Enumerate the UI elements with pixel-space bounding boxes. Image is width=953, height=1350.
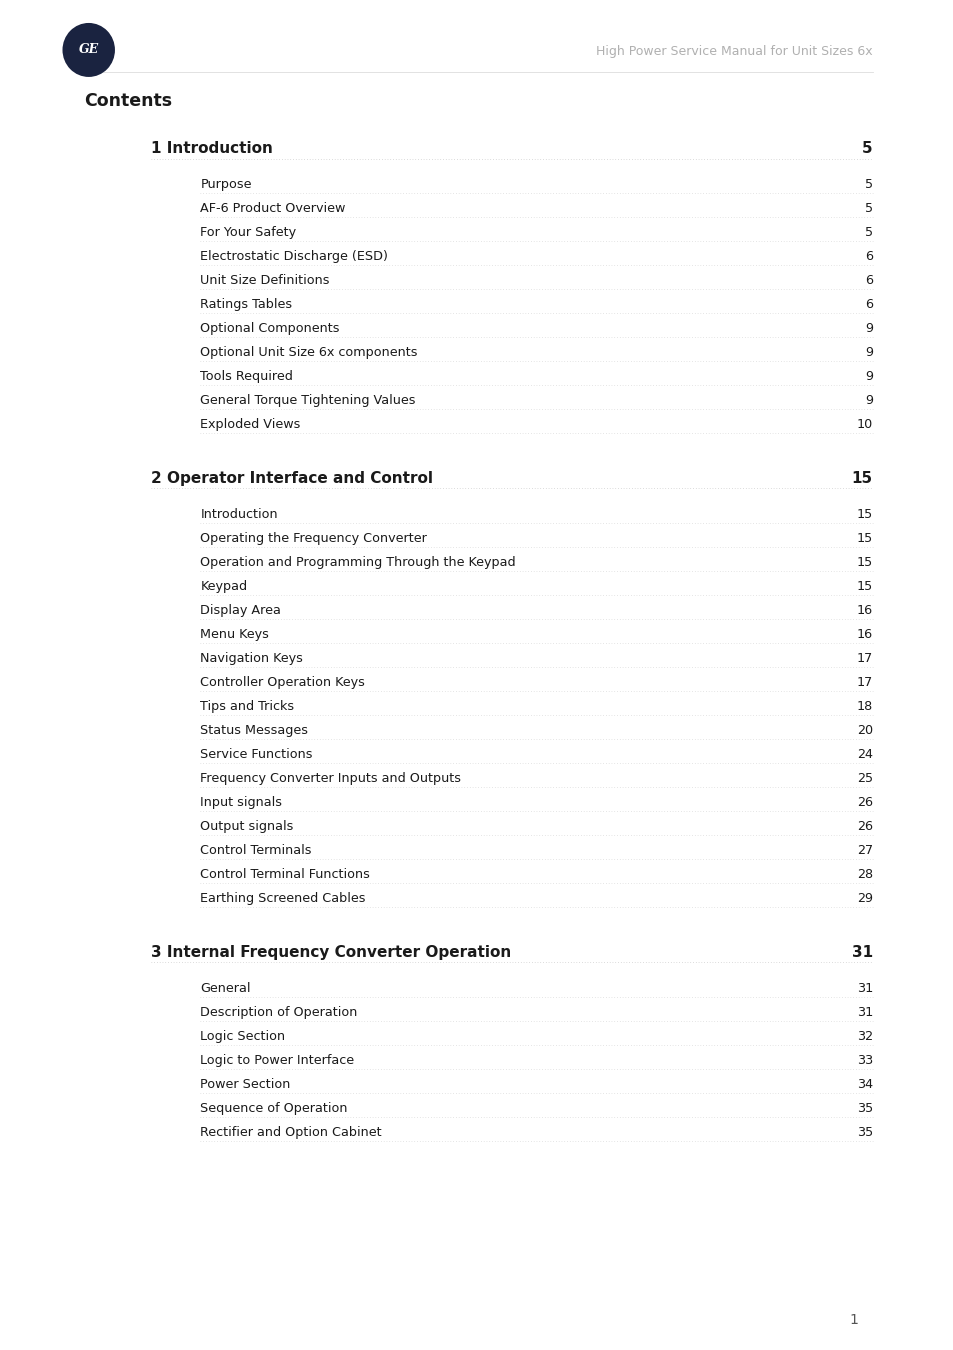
Text: 17: 17 [856, 652, 872, 664]
Text: Power Section: Power Section [200, 1077, 291, 1091]
Text: 1: 1 [848, 1314, 858, 1327]
Text: 25: 25 [856, 772, 872, 784]
Text: 9: 9 [864, 370, 872, 383]
Text: Optional Unit Size 6x components: Optional Unit Size 6x components [200, 346, 417, 359]
Text: 32: 32 [856, 1030, 872, 1042]
Text: General: General [200, 981, 251, 995]
Text: 26: 26 [856, 796, 872, 809]
Text: 5: 5 [863, 225, 872, 239]
Text: Optional Components: Optional Components [200, 321, 339, 335]
Text: Contents: Contents [84, 92, 172, 111]
Text: Controller Operation Keys: Controller Operation Keys [200, 676, 365, 688]
Text: Description of Operation: Description of Operation [200, 1006, 357, 1019]
Text: Exploded Views: Exploded Views [200, 418, 300, 431]
Text: 1 Introduction: 1 Introduction [151, 140, 273, 157]
Text: Display Area: Display Area [200, 603, 281, 617]
Text: Operation and Programming Through the Keypad: Operation and Programming Through the Ke… [200, 556, 516, 568]
Text: 31: 31 [856, 1006, 872, 1019]
Text: 6: 6 [864, 250, 872, 263]
Text: 29: 29 [856, 892, 872, 904]
Text: Sequence of Operation: Sequence of Operation [200, 1102, 348, 1115]
Text: 15: 15 [856, 579, 872, 593]
Text: Frequency Converter Inputs and Outputs: Frequency Converter Inputs and Outputs [200, 772, 461, 784]
Text: Operating the Frequency Converter: Operating the Frequency Converter [200, 532, 427, 544]
Text: 15: 15 [856, 508, 872, 521]
Text: Earthing Screened Cables: Earthing Screened Cables [200, 892, 365, 904]
Text: Tips and Tricks: Tips and Tricks [200, 699, 294, 713]
Text: 15: 15 [851, 471, 872, 486]
Text: 33: 33 [856, 1053, 872, 1066]
Text: 35: 35 [856, 1102, 872, 1115]
Text: 20: 20 [856, 724, 872, 737]
Text: 5: 5 [863, 178, 872, 190]
Text: 26: 26 [856, 819, 872, 833]
Text: 6: 6 [864, 274, 872, 288]
Text: 35: 35 [856, 1126, 872, 1139]
Text: 15: 15 [856, 532, 872, 544]
Text: 10: 10 [856, 418, 872, 431]
Text: 5: 5 [863, 201, 872, 215]
Text: 18: 18 [856, 699, 872, 713]
Text: Ratings Tables: Ratings Tables [200, 298, 293, 311]
Text: Control Terminal Functions: Control Terminal Functions [200, 868, 370, 882]
Text: 3 Internal Frequency Converter Operation: 3 Internal Frequency Converter Operation [151, 945, 511, 960]
Text: Rectifier and Option Cabinet: Rectifier and Option Cabinet [200, 1126, 381, 1139]
Text: 9: 9 [864, 394, 872, 408]
Text: Introduction: Introduction [200, 508, 277, 521]
Text: Input signals: Input signals [200, 796, 282, 809]
Ellipse shape [63, 23, 114, 77]
Text: 9: 9 [864, 346, 872, 359]
Text: Logic to Power Interface: Logic to Power Interface [200, 1053, 355, 1066]
Text: 2 Operator Interface and Control: 2 Operator Interface and Control [151, 471, 433, 486]
Text: Menu Keys: Menu Keys [200, 628, 269, 641]
Text: 24: 24 [856, 748, 872, 761]
Text: For Your Safety: For Your Safety [200, 225, 296, 239]
Text: 5: 5 [862, 140, 872, 157]
Text: 6: 6 [864, 298, 872, 311]
Text: 34: 34 [856, 1077, 872, 1091]
Text: 16: 16 [856, 603, 872, 617]
Text: 31: 31 [856, 981, 872, 995]
Text: Output signals: Output signals [200, 819, 294, 833]
Text: 27: 27 [856, 844, 872, 857]
Text: Control Terminals: Control Terminals [200, 844, 312, 857]
Text: 31: 31 [851, 945, 872, 960]
Text: Service Functions: Service Functions [200, 748, 313, 761]
Text: Status Messages: Status Messages [200, 724, 308, 737]
Text: 17: 17 [856, 676, 872, 688]
Text: GE: GE [78, 43, 99, 57]
Text: AF-6 Product Overview: AF-6 Product Overview [200, 201, 345, 215]
Text: Keypad: Keypad [200, 579, 247, 593]
Text: Unit Size Definitions: Unit Size Definitions [200, 274, 330, 288]
Text: Purpose: Purpose [200, 178, 252, 190]
Text: 15: 15 [856, 556, 872, 568]
Text: General Torque Tightening Values: General Torque Tightening Values [200, 394, 416, 408]
Text: 28: 28 [856, 868, 872, 882]
Text: Tools Required: Tools Required [200, 370, 293, 383]
Text: High Power Service Manual for Unit Sizes 6x: High Power Service Manual for Unit Sizes… [596, 45, 872, 58]
Text: Logic Section: Logic Section [200, 1030, 285, 1042]
Text: Electrostatic Discharge (ESD): Electrostatic Discharge (ESD) [200, 250, 388, 263]
Text: 9: 9 [864, 321, 872, 335]
Text: 16: 16 [856, 628, 872, 641]
Text: Navigation Keys: Navigation Keys [200, 652, 303, 664]
